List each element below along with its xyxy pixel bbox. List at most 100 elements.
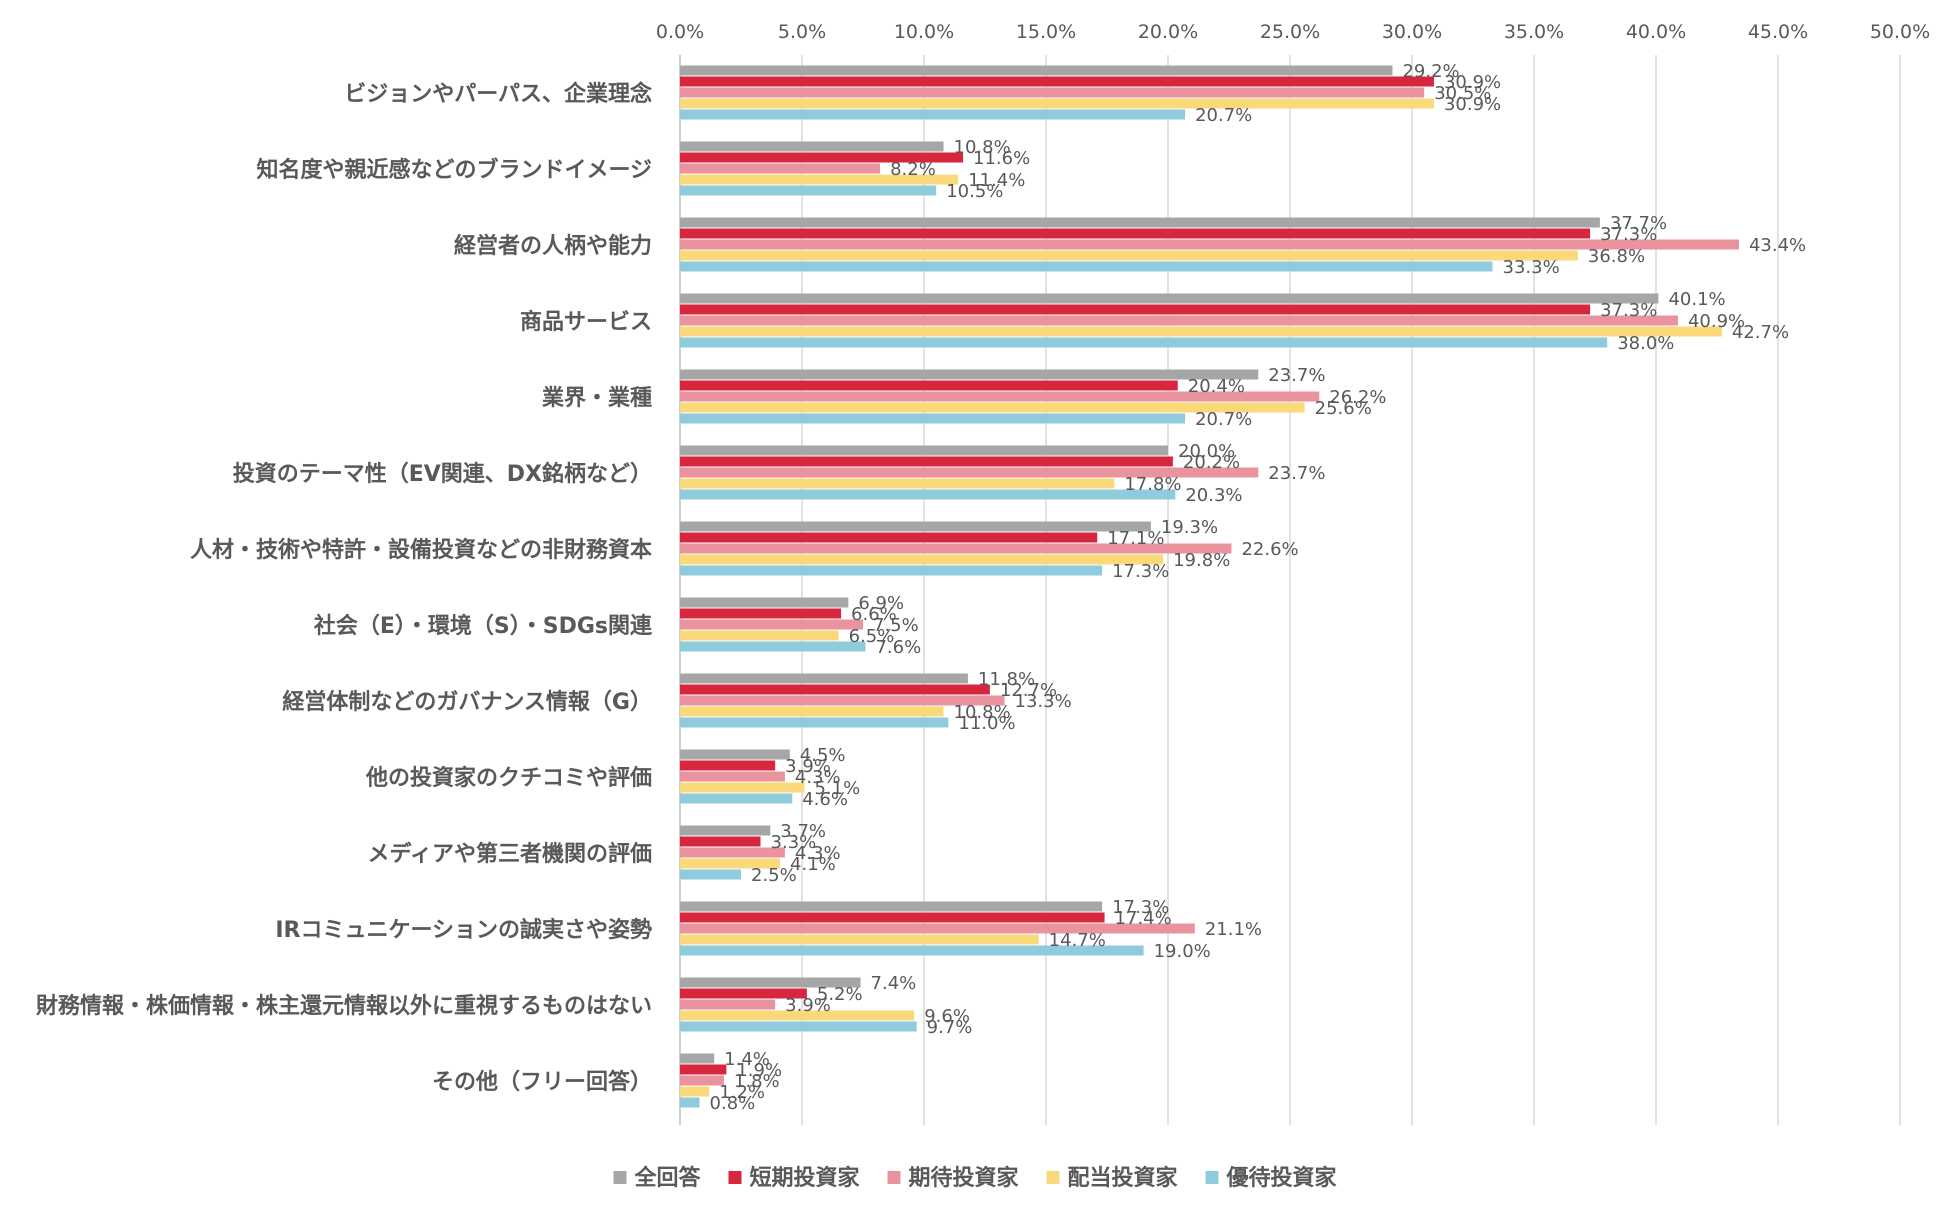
data-label: 20.7% (1195, 105, 1252, 126)
bar (680, 87, 1425, 98)
category-label: メディアや第三者機関の評価 (368, 841, 652, 867)
bar (680, 445, 1168, 456)
x-tick-label: 45.0% (1748, 21, 1808, 43)
bar (680, 456, 1173, 467)
bar (680, 945, 1144, 956)
data-label: 10.8% (954, 702, 1011, 723)
data-label: 23.7% (1268, 463, 1325, 484)
bar (680, 304, 1591, 315)
data-label: 3.3% (771, 832, 817, 853)
data-label: 20.0% (1178, 441, 1235, 462)
data-label: 13.3% (1015, 691, 1072, 712)
data-label: 30.5% (1434, 83, 1491, 104)
data-label: 4.3% (795, 767, 841, 788)
bar (680, 782, 805, 793)
bar (680, 565, 1103, 576)
bar (680, 608, 842, 619)
data-label: 4.3% (795, 843, 841, 864)
bar (680, 1086, 710, 1097)
bar (680, 858, 781, 869)
data-label: 17.3% (1112, 561, 1169, 582)
legend-label: 全回答 (634, 1165, 702, 1191)
data-label: 20.2% (1183, 452, 1240, 473)
bar (680, 749, 790, 760)
bar (680, 521, 1151, 532)
data-label: 38.0% (1617, 333, 1674, 354)
x-tick-label: 40.0% (1626, 21, 1686, 43)
data-label: 2.5% (751, 865, 797, 886)
bar (680, 326, 1722, 337)
data-label: 11.4% (968, 170, 1025, 191)
data-label: 17.1% (1107, 528, 1164, 549)
bar (680, 988, 807, 999)
x-tick-label: 5.0% (778, 21, 826, 43)
data-label: 1.8% (734, 1071, 780, 1092)
data-label: 30.9% (1444, 94, 1501, 115)
bar (680, 793, 793, 804)
bar (680, 413, 1186, 424)
data-label: 3.9% (785, 756, 831, 777)
legend-swatch (1205, 1171, 1219, 1184)
data-label: 17.4% (1115, 908, 1172, 929)
bar (680, 825, 771, 836)
bar (680, 402, 1305, 413)
bar (680, 1075, 724, 1086)
data-label: 26.2% (1329, 387, 1386, 408)
bar (680, 337, 1608, 348)
x-axis: 0.0% 5.0% 10.0% 15.0% 20.0% 25.0% 30.0% 35.0% 40… (656, 21, 1930, 43)
data-label: 37.3% (1600, 300, 1657, 321)
bar (680, 65, 1393, 76)
data-label: 10.5% (946, 181, 1003, 202)
data-label: 4.1% (790, 854, 836, 875)
x-tick-label: 35.0% (1504, 21, 1564, 43)
legend-swatch (728, 1171, 742, 1184)
x-tick-label: 15.0% (1016, 21, 1076, 43)
bars (680, 65, 1739, 1108)
bar (680, 673, 968, 684)
x-tick-label: 0.0% (656, 21, 704, 43)
legend-label: 優待投資家 (1226, 1165, 1338, 1191)
data-label: 36.8% (1588, 246, 1645, 267)
data-label: 22.6% (1241, 539, 1298, 560)
bar (680, 901, 1103, 912)
bar (680, 185, 937, 196)
bar (680, 217, 1600, 228)
data-label: 19.3% (1161, 517, 1218, 538)
bar (680, 1053, 715, 1064)
data-label: 40.1% (1668, 289, 1725, 310)
legend: 全回答 短期投資家 期待投資家 配当投資家 優待投資家 (613, 1165, 1338, 1191)
bar (680, 695, 1005, 706)
gridlines (679, 55, 1901, 1125)
bar (680, 836, 761, 847)
bar (680, 489, 1176, 500)
data-label: 5.1% (814, 778, 860, 799)
data-label: 0.8% (710, 1093, 756, 1114)
x-tick-label: 20.0% (1138, 21, 1198, 43)
bar (680, 98, 1434, 109)
bar (680, 847, 785, 858)
data-label: 7.6% (875, 637, 921, 658)
bar (680, 141, 944, 152)
bar (680, 869, 741, 880)
data-label: 3.9% (785, 995, 831, 1016)
legend-swatch (887, 1171, 901, 1184)
bar (680, 771, 785, 782)
bar (680, 977, 861, 988)
category-label: 商品サービス (520, 309, 652, 335)
data-label: 9.6% (924, 1006, 970, 1027)
data-label: 10.8% (954, 137, 1011, 158)
bar (680, 999, 776, 1010)
data-label: 19.0% (1154, 941, 1211, 962)
data-label: 33.3% (1503, 257, 1560, 278)
category-label: 経営者の人柄や能力 (454, 233, 652, 259)
bar (680, 641, 866, 652)
category-label: 経営体制などのガバナンス情報（G） (282, 689, 652, 715)
data-label: 1.4% (724, 1049, 770, 1070)
data-label: 20.3% (1185, 485, 1242, 506)
category-label: 知名度や親近感などのブランドイメージ (256, 157, 652, 183)
data-label: 6.5% (849, 626, 895, 647)
data-label: 20.7% (1195, 409, 1252, 430)
bar (680, 1010, 915, 1021)
data-label: 37.7% (1610, 213, 1667, 234)
bar (680, 391, 1320, 402)
